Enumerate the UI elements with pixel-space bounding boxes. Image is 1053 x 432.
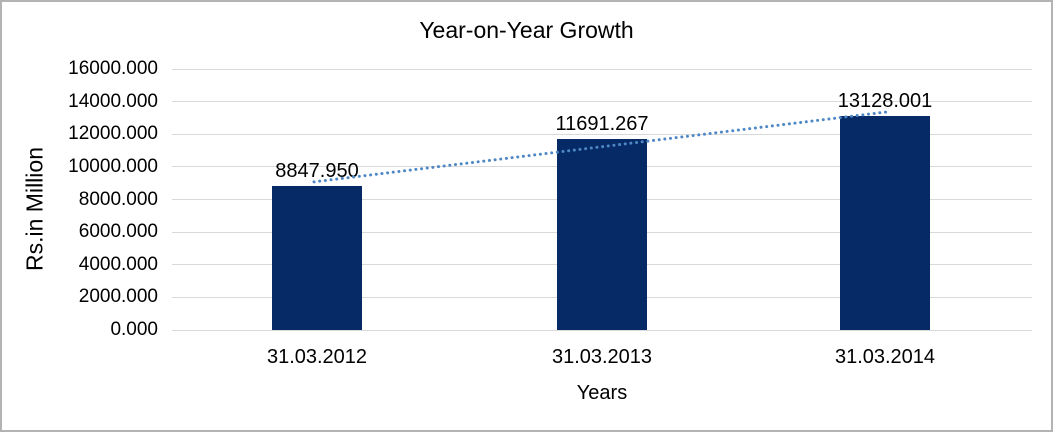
data-label: 8847.950 [275, 159, 359, 182]
x-tick-label: 31.03.2013 [551, 346, 653, 368]
y-tick-label: 16000.000 [68, 58, 158, 79]
y-tick-label: 10000.000 [68, 155, 158, 177]
gridline [172, 68, 1032, 70]
y-tick-label: 14000.000 [68, 90, 158, 112]
x-axis-tick-labels: 31.03.2012 31.03.2013 31.03.2014 [172, 346, 1032, 372]
bar-31.03.2012 [272, 185, 362, 330]
bar-31.03.2013 [557, 139, 647, 330]
x-axis-title: Years [576, 382, 628, 404]
plot-area: 8847.950 11691.267 13128.001 [172, 68, 1032, 331]
y-tick-label: 12000.000 [68, 123, 158, 145]
y-tick-label: 2000.000 [78, 286, 158, 308]
y-tick-label: 6000.000 [78, 221, 158, 243]
x-tick-label: 31.03.2014 [834, 346, 936, 368]
bar-31.03.2014 [840, 115, 930, 330]
data-label: 13128.001 [837, 89, 933, 112]
x-tick-label: 31.03.2012 [266, 346, 368, 368]
y-tick-label: 8000.000 [78, 188, 158, 210]
data-label: 11691.267 [555, 113, 649, 136]
chart-title: Year-on-Year Growth [419, 17, 634, 43]
y-tick-label: 0.000 [110, 319, 158, 340]
y-axis-tick-labels: 0.000 2000.000 4000.000 6000.000 8000.000 100… [2, 58, 158, 340]
y-tick-label: 4000.000 [78, 253, 158, 275]
